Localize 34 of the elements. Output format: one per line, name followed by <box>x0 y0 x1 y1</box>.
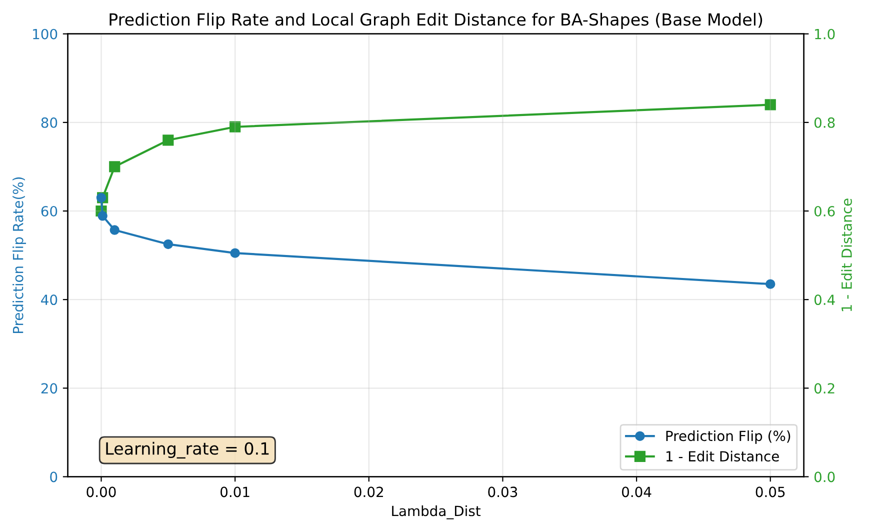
y-tick-label: 20 <box>41 383 58 394</box>
point <box>109 161 120 172</box>
legend-label: 1 - Edit Distance <box>666 450 779 462</box>
y-tick-label: 0 <box>50 472 58 482</box>
y2-tick-label: 0.8 <box>814 117 835 128</box>
point <box>764 99 776 110</box>
annotation: Learning_rate = 0.1 <box>106 442 269 458</box>
y2-tick-label: 0.2 <box>814 383 834 394</box>
y-tick-label: 80 <box>41 117 58 128</box>
y-tick-label: 60 <box>41 206 58 216</box>
x-tick-label: 0.00 <box>86 486 116 498</box>
y2-tick-label: 0.4 <box>814 294 835 306</box>
point <box>230 248 240 258</box>
y2-tick-label: 0.6 <box>814 206 835 216</box>
x-axis-title: Lambda_Dist <box>392 505 481 520</box>
x-tick-label: 0.04 <box>622 486 652 498</box>
y-axis-title: Prediction Flip Rate(%) <box>12 177 26 334</box>
chart-title: Prediction Flip Rate and Local Graph Edit Distance for BA-Shapes (Base Model) <box>110 12 762 29</box>
point <box>163 239 174 250</box>
legend-label: Prediction Flip (%) <box>666 430 790 444</box>
point <box>766 279 776 289</box>
y2-axis-title: 1 - Edit Distance <box>841 198 852 312</box>
x-tick-label: 0.01 <box>220 486 250 498</box>
point <box>110 225 120 235</box>
y2-tick-label: 1.0 <box>815 28 835 40</box>
point <box>98 211 108 221</box>
x-tick-label: 0.05 <box>756 486 785 498</box>
y-tick-label: 100 <box>33 28 58 40</box>
point <box>230 121 241 132</box>
y-tick-label: 40 <box>41 294 58 306</box>
y2-tick-label: 0.0 <box>814 472 835 482</box>
point <box>162 134 174 146</box>
x-tick-label: 0.03 <box>488 486 518 498</box>
x-tick-label: 0.02 <box>354 486 383 498</box>
